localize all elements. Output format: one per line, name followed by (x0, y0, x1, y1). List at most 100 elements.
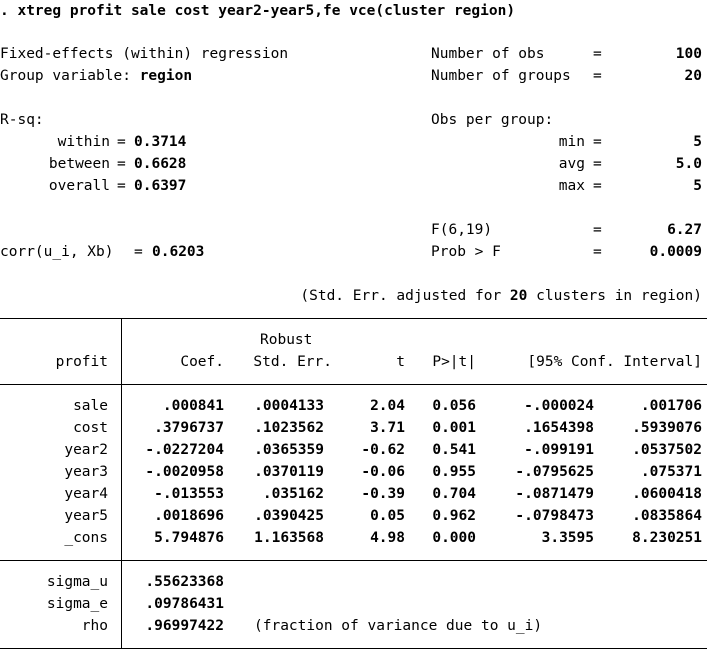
row-ci-upper: 8.230251 (632, 530, 702, 546)
f-label: F(6,19) (431, 222, 493, 238)
row-t: -0.06 (361, 464, 405, 480)
row-p: 0.704 (432, 486, 476, 502)
nobs-label: Number of obs (431, 46, 545, 62)
row-coef: .000841 (162, 398, 224, 414)
sigma-e-label: sigma_e (46, 596, 108, 612)
corr-eq: = (134, 244, 143, 260)
row-p: 0.001 (432, 420, 476, 436)
row-coef: .3796737 (154, 420, 224, 436)
row-se: .0370119 (254, 464, 324, 480)
row-var: year4 (64, 486, 108, 502)
max-label: max (558, 178, 585, 194)
row-ci-upper: .5939076 (632, 420, 702, 436)
row-ci-lower: -.099191 (524, 442, 594, 458)
row-var: cost (73, 420, 108, 436)
between-label: between (48, 156, 110, 172)
row-t: 2.04 (370, 398, 405, 414)
col-se: Std. Err. (253, 354, 332, 370)
row-var: year5 (64, 508, 108, 524)
rho-note: (fraction of variance due to u_i) (254, 618, 543, 634)
table-bottom-rule (0, 648, 707, 649)
row-coef: .0018696 (154, 508, 224, 524)
row-var: year2 (64, 442, 108, 458)
probf-eq: = (593, 244, 602, 260)
row-ci-lower: -.000024 (524, 398, 594, 414)
col-p: P>|t| (432, 354, 476, 370)
row-ci-upper: .0537502 (632, 442, 702, 458)
se-note: (Std. Err. adjusted for 20 clusters in r… (200, 286, 702, 306)
row-se: 1.163568 (254, 530, 324, 546)
col-ci: [95% Conf. Interval] (527, 354, 702, 370)
group-variable-label: Group variable: (0, 68, 131, 84)
row-se: .0004133 (254, 398, 324, 414)
row-ci-lower: 3.3595 (541, 530, 594, 546)
within-value: 0.3714 (134, 134, 187, 150)
row-p: 0.000 (432, 530, 476, 546)
probf-value: 0.0009 (649, 244, 702, 260)
group-variable-value: region (139, 68, 193, 84)
row-coef: 5.794876 (154, 530, 224, 546)
max-eq: = (593, 178, 602, 194)
max-value: 5 (693, 178, 702, 194)
row-coef: -.013553 (154, 486, 224, 502)
se-note-suffix: clusters in region) (536, 288, 702, 304)
table-header-rule (0, 384, 707, 385)
ngroups-value: 20 (684, 68, 702, 84)
depvar-label: profit (55, 354, 108, 370)
avg-label: avg (558, 156, 585, 172)
row-var: _cons (64, 530, 108, 546)
row-ci-upper: .001706 (640, 398, 702, 414)
row-ci-upper: .0835864 (632, 508, 702, 524)
row-ci-lower: .1654398 (524, 420, 594, 436)
row-t: 3.71 (370, 420, 405, 436)
table-divider (121, 318, 122, 648)
row-p: 0.962 (432, 508, 476, 524)
min-value: 5 (693, 134, 702, 150)
rsq-label: R-sq: (0, 112, 44, 128)
between-eq: = (117, 156, 126, 172)
f-value: 6.27 (667, 222, 702, 238)
se-note-prefix: (Std. Err. adjusted for (300, 288, 502, 304)
within-eq: = (117, 134, 126, 150)
nobs-eq: = (593, 46, 602, 62)
between-value: 0.6628 (134, 156, 187, 172)
row-p: 0.541 (432, 442, 476, 458)
row-t: -0.62 (361, 442, 405, 458)
sigma-u-value: .55623368 (145, 574, 224, 590)
min-eq: = (593, 134, 602, 150)
table-top-rule (0, 318, 707, 319)
row-var: sale (73, 398, 108, 414)
probf-label: Prob > F (431, 244, 501, 260)
se-note-count: 20 (509, 288, 528, 304)
corr-label: corr(u_i, Xb) (0, 244, 114, 260)
rho-value: .96997422 (145, 618, 224, 634)
row-p: 0.056 (432, 398, 476, 414)
model-label: Fixed-effects (within) regression (0, 46, 289, 62)
col-t: t (396, 354, 405, 370)
overall-eq: = (117, 178, 126, 194)
overall-label: overall (48, 178, 110, 194)
ngroups-label: Number of groups (431, 68, 571, 84)
obs-per-group-label: Obs per group: (431, 112, 554, 128)
row-ci-lower: -.0871479 (515, 486, 594, 502)
row-ci-upper: .075371 (640, 464, 702, 480)
row-coef: -.0020958 (145, 464, 224, 480)
ngroups-eq: = (593, 68, 602, 84)
min-label: min (558, 134, 585, 150)
rho-label: rho (81, 618, 108, 634)
row-ci-lower: -.0798473 (515, 508, 594, 524)
corr-value: 0.6203 (152, 244, 205, 260)
row-t: 4.98 (370, 530, 405, 546)
row-ci-lower: -.0795625 (515, 464, 594, 480)
row-ci-upper: .0600418 (632, 486, 702, 502)
row-coef: -.0227204 (145, 442, 224, 458)
nobs-value: 100 (675, 46, 702, 62)
group-variable-line: Group variable: region (0, 66, 192, 86)
within-label: within (57, 134, 110, 150)
f-eq: = (593, 222, 602, 238)
robust-label: Robust (260, 332, 313, 348)
row-se: .035162 (262, 486, 324, 502)
avg-eq: = (593, 156, 602, 172)
row-se: .0390425 (254, 508, 324, 524)
